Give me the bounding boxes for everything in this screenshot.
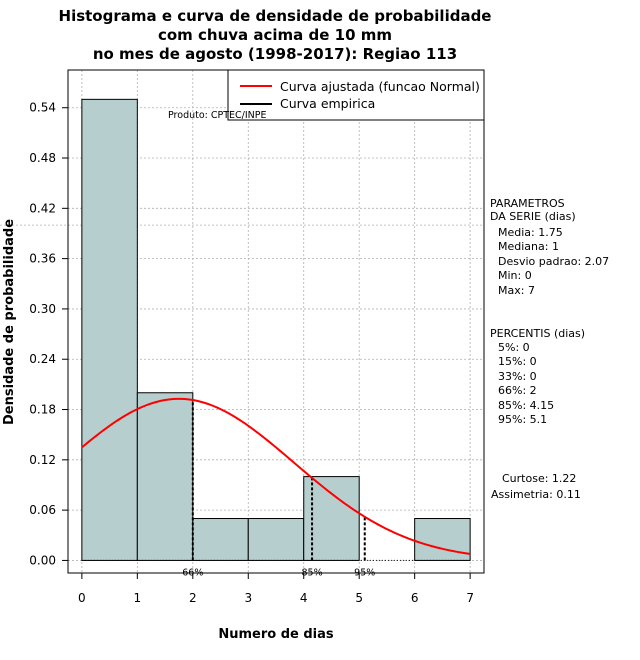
y-tick-label-9: 0.54 [29, 101, 56, 115]
x-tick-label-3: 3 [244, 591, 252, 605]
percentil-66: 66%: 2 [498, 384, 537, 397]
legend-label-fit: Curva ajustada (funcao Normal) [280, 79, 480, 94]
histogram-bars [81, 98, 471, 561]
x-axis-title: Numero de dias [218, 627, 334, 642]
histogram-bar-6 [414, 518, 471, 561]
param-mediana: Mediana: 1 [498, 240, 559, 253]
y-tick-label-2: 0.12 [29, 453, 56, 467]
side-panel: PARAMETROS DA SERIE (dias) Media: 1.75 M… [490, 197, 609, 501]
params-title-line-1: PARAMETROS [490, 197, 565, 210]
x-tick-label-6: 6 [411, 591, 419, 605]
param-desvio: Desvio padrao: 2.07 [498, 255, 609, 268]
legend: Curva ajustada (funcao Normal) Curva emp… [227, 69, 485, 121]
percentil-85: 85%: 4.15 [498, 399, 554, 412]
histogram-bar-0 [81, 98, 138, 561]
params-title-line-2: DA SERIE (dias) [490, 210, 576, 223]
param-max: Max: 7 [498, 284, 535, 297]
param-min: Min: 0 [498, 269, 532, 282]
y-tick-label-8: 0.48 [29, 151, 56, 165]
x-tick-label-0: 0 [78, 591, 86, 605]
y-tick-label-7: 0.42 [29, 201, 56, 215]
stat-assimetria: Assimetria: 0.11 [491, 488, 581, 501]
y-axis-title: Densidade de probabilidade [2, 219, 17, 425]
normal-fit-curve [81, 397, 471, 555]
param-media: Media: 1.75 [498, 226, 563, 239]
x-tick-label-7: 7 [466, 591, 474, 605]
percentil-33: 33%: 0 [498, 370, 537, 383]
percentil-15: 15%: 0 [498, 355, 537, 368]
y-tick-label-0: 0.00 [29, 553, 56, 567]
percentil-95: 95%: 5.1 [498, 413, 547, 426]
producer-credit: Produto: CPTEC/INPE [168, 110, 267, 121]
x-tick-label-5: 5 [355, 591, 363, 605]
histogram-bar-3 [247, 518, 305, 561]
percentis-title: PERCENTIS (dias) [490, 327, 585, 340]
percentil-5: 5%: 0 [498, 341, 530, 354]
stat-curtose: Curtose: 1.22 [502, 472, 576, 485]
y-tick-label-5: 0.30 [29, 302, 56, 316]
y-tick-label-1: 0.06 [29, 503, 56, 517]
y-tick-label-3: 0.18 [29, 403, 56, 417]
x-tick-label-2: 2 [189, 591, 197, 605]
x-tick-label-1: 1 [134, 591, 142, 605]
histogram-bar-2 [192, 518, 249, 561]
axes: 0 1 2 3 4 5 6 7 0.00 0.06 0.12 0.18 0.24 0.30 0.36 0.42… [29, 101, 474, 605]
y-tick-label-6: 0.36 [29, 252, 56, 266]
normal-fit-curve-group [81, 397, 471, 555]
y-tick-label-4: 0.24 [29, 352, 56, 366]
chart-title-line-3: no mes de agosto (1998-2017): Regiao 113 [93, 45, 457, 63]
grid-lines [0, 70, 484, 573]
legend-label-empirical: Curva empirica [280, 96, 375, 111]
chart-title-line-2: com chuva acima de 10 mm [158, 26, 392, 44]
chart-title-line-1: Histograma e curva de densidade de proba… [59, 7, 492, 25]
histogram-bar-1 [136, 392, 194, 561]
x-tick-label-4: 4 [300, 591, 308, 605]
legend-box [227, 69, 485, 121]
